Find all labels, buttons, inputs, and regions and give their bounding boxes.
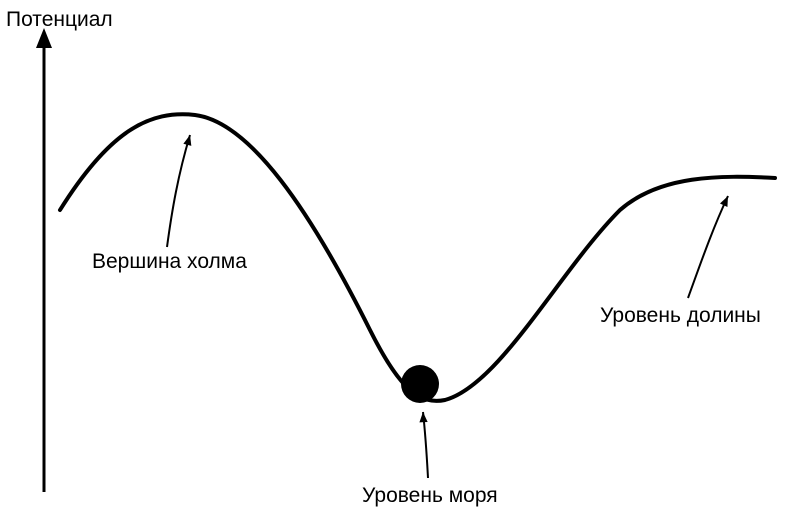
arrowhead-hilltop-icon [183, 135, 191, 146]
ball-icon [401, 365, 439, 403]
arrow-hilltop [167, 135, 190, 247]
label-arrowheads [183, 135, 728, 422]
arrowhead-sealevel-icon [419, 412, 427, 422]
label-hilltop: Вершина холма [92, 250, 247, 274]
y-axis-label: Потенциал [6, 8, 113, 32]
label-sealevel: Уровень моря [362, 484, 498, 508]
arrow-valley [688, 196, 728, 298]
arrowhead-valley-icon [720, 196, 728, 207]
diagram-root: Потенциал Вершина холма Уровень моря Уро… [0, 0, 790, 512]
label-valley: Уровень долины [600, 304, 761, 328]
y-axis [36, 28, 52, 492]
